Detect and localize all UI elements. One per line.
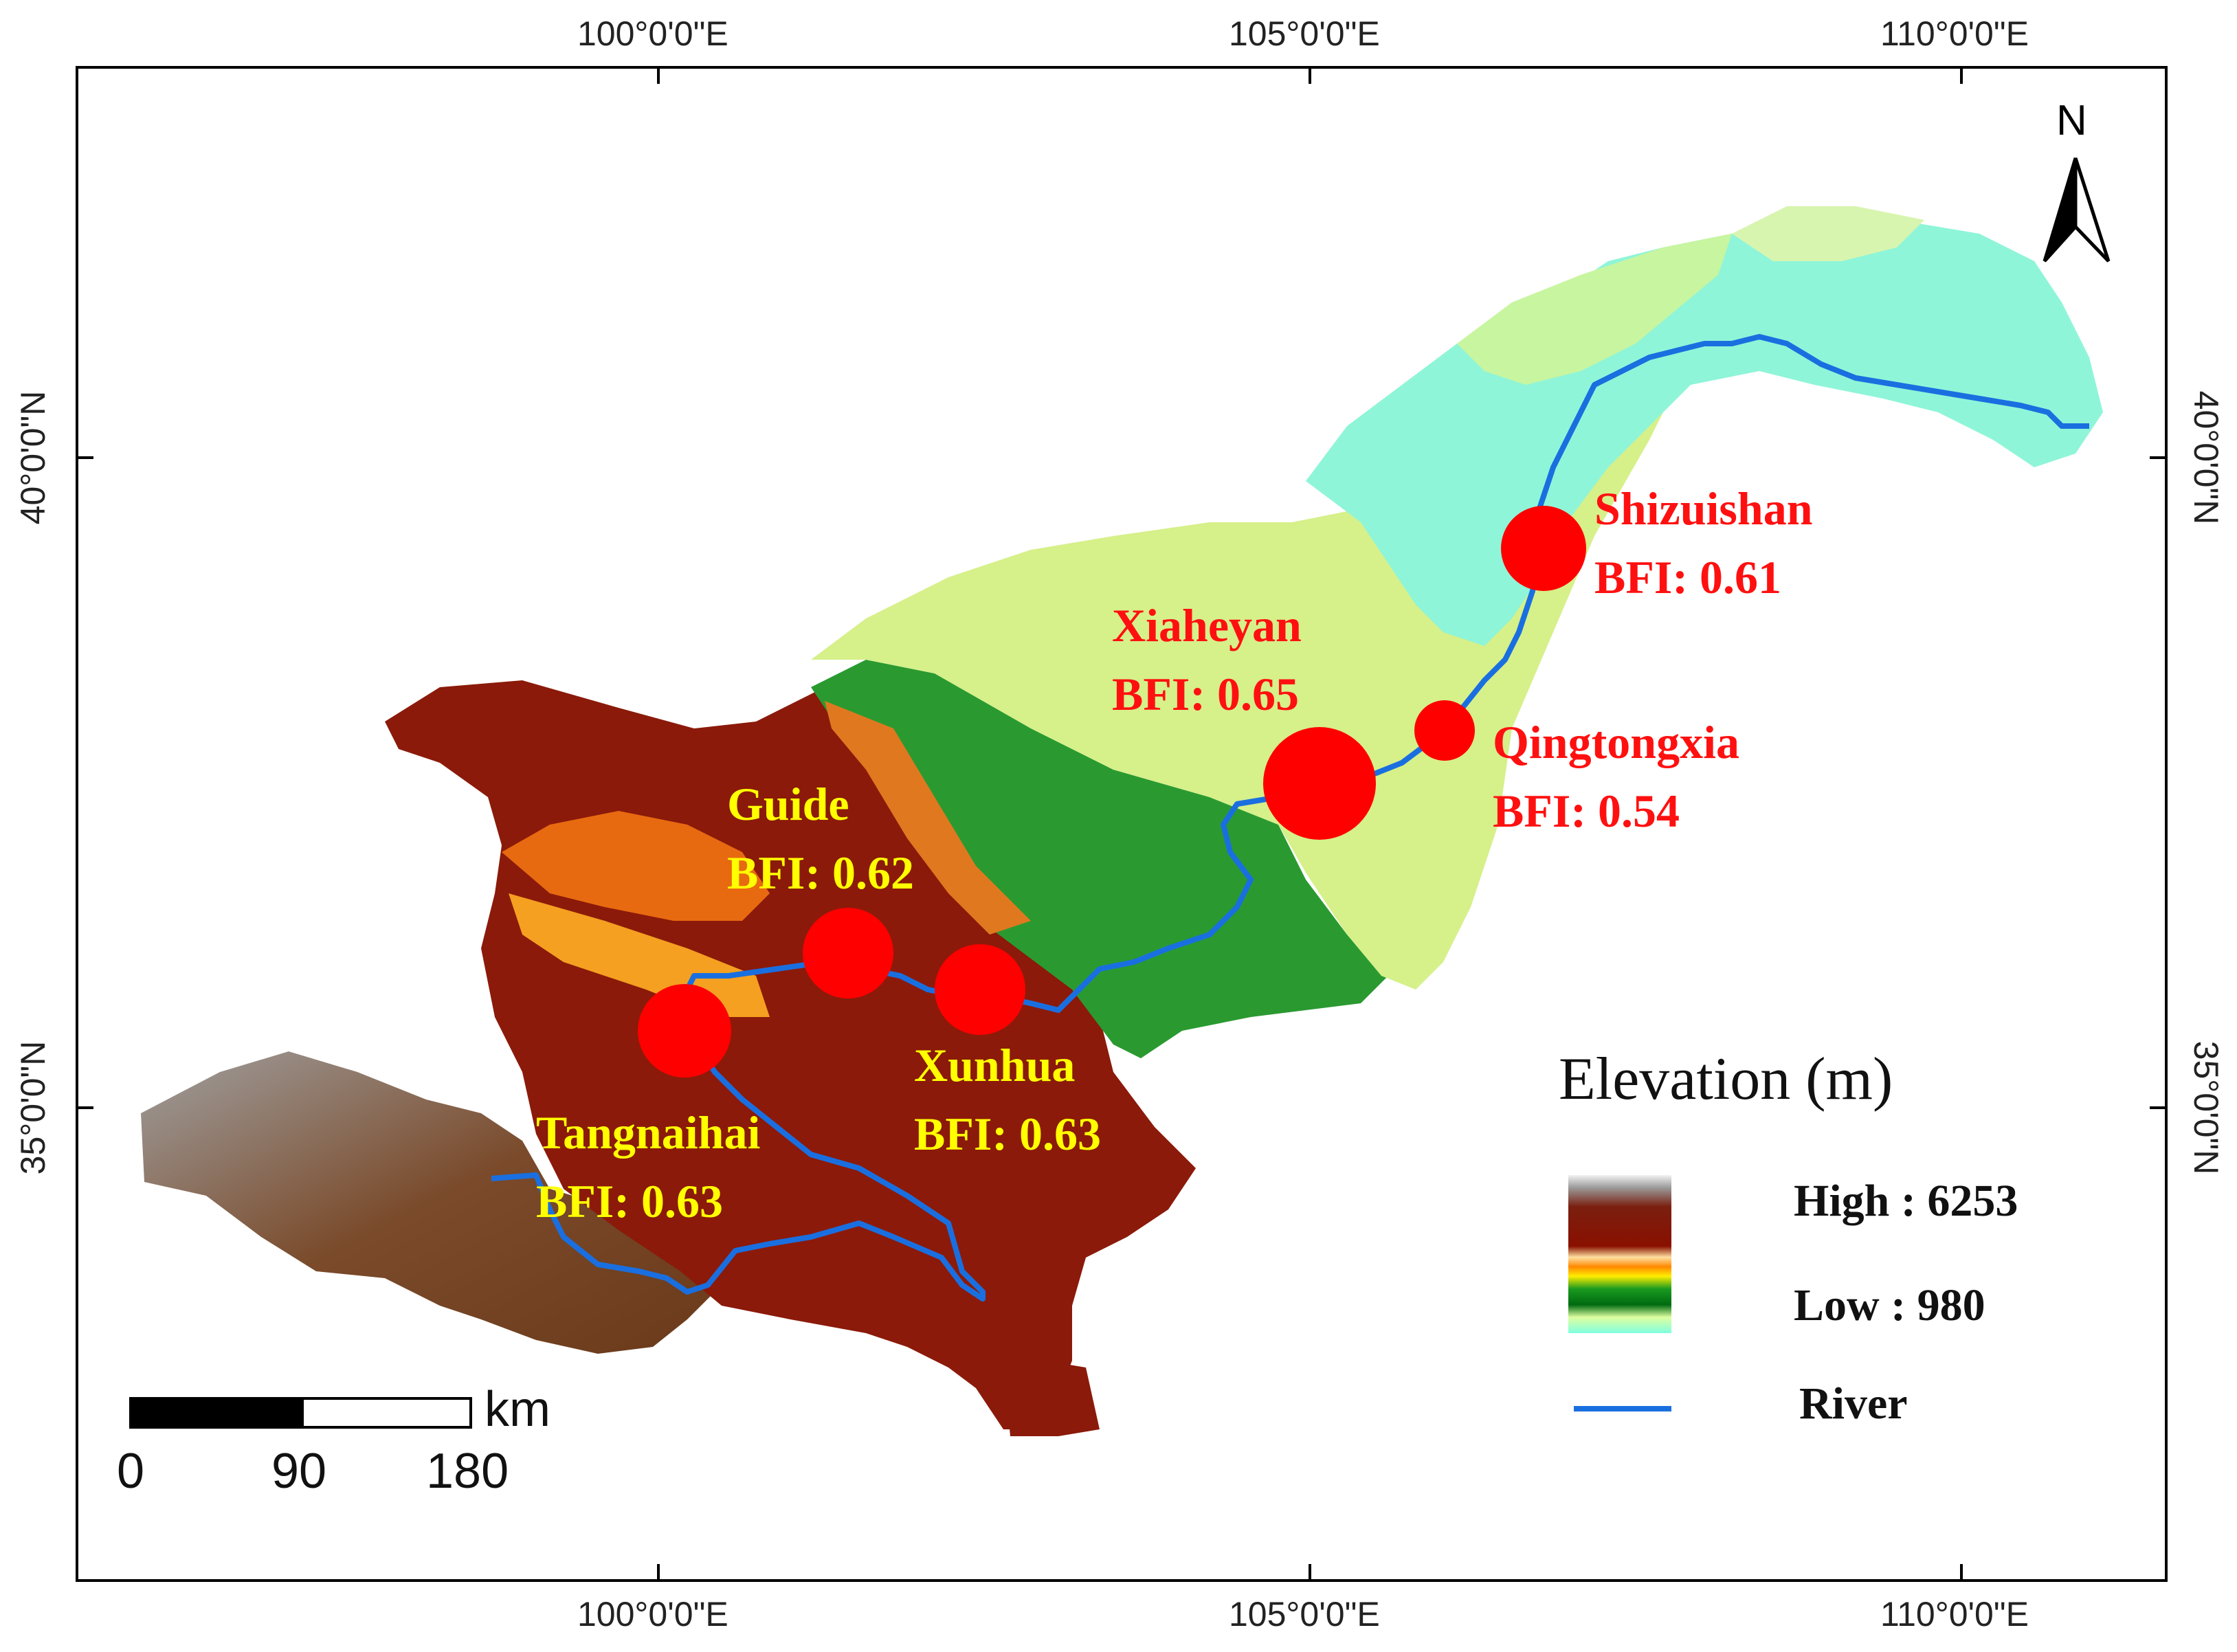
station-name: Qingtongxia [1493,716,1739,768]
top-label-100e: 100°0'0"E [577,14,728,53]
right-label-40n: 40°0'0"N [2187,390,2225,525]
legend-low-label: Low : 980 [1794,1280,1985,1330]
station-marker-xunhua [935,944,1025,1035]
station-bfi: BFI: 0.63 [914,1108,1101,1160]
top-label-110e: 110°0'0"E [1880,14,2029,53]
label-shizuishan: Shizuishan BFI: 0.61 [1594,474,1813,612]
bottom-label-100e: 100°0'0"E [577,1595,728,1633]
station-name: Guide [727,778,849,830]
station-bfi: BFI: 0.54 [1493,785,1680,837]
label-qingtongxia: Qingtongxia BFI: 0.54 [1493,708,1739,845]
scale-bar-white [301,1397,472,1429]
dem-green-middle [811,660,1388,1058]
legend-high-label: High : 6253 [1794,1176,2018,1226]
legend-title: Elevation (m) [1559,1046,1893,1113]
scale-tick-90: 90 [271,1444,327,1499]
yellow-river [491,334,2089,1302]
station-name: Xiaheyan [1112,599,1302,651]
station-marker-xiaheyan [1263,727,1376,840]
station-marker-guide [803,908,893,998]
station-name: Xunhua [914,1039,1076,1091]
right-label-35n: 35°0'0"N [2187,1040,2225,1175]
dem-ordos-north [1732,206,1924,261]
scale-bar-black [129,1397,304,1429]
dem-yellow-band [509,893,770,1017]
label-xiaheyan: Xiaheyan BFI: 0.65 [1112,591,1302,728]
label-tangnaihai: Tangnaihai BFI: 0.63 [536,1098,760,1236]
basin-dem [141,206,2103,1436]
legend-river-label: River [1799,1378,1908,1429]
station-bfi: BFI: 0.65 [1112,668,1299,720]
dem-source-region [141,1051,722,1354]
station-marker-tangnaihai [638,984,731,1078]
station-name: Shizuishan [1594,482,1813,535]
bottom-label-110e: 110°0'0"E [1880,1595,2029,1633]
scale-unit: km [485,1382,550,1437]
station-bfi: BFI: 0.61 [1594,551,1781,603]
dem-orange-plateau [502,811,770,921]
bottom-label-105e: 105°0'0"E [1229,1595,1380,1633]
left-label-35n: 35°0'0"N [14,1040,52,1175]
north-arrow-icon [2043,157,2111,263]
left-label-40n: 40°0'0"N [14,390,52,525]
station-bfi: BFI: 0.63 [536,1175,723,1227]
scale-tick-180: 180 [426,1444,509,1499]
dem-orange-middle [825,701,1031,935]
station-marker-qingtongxia [1414,700,1475,761]
label-xunhua: Xunhua BFI: 0.63 [914,1031,1101,1168]
dem-lower-stub [1003,1361,1100,1436]
station-bfi: BFI: 0.62 [727,847,914,899]
legend-elevation-ramp [1568,1175,1671,1333]
scale-tick-0: 0 [117,1444,145,1499]
north-label: N [2056,97,2087,144]
dem-ordos [1457,234,1732,385]
label-guide: Guide BFI: 0.62 [727,770,914,907]
graticule-ticks [76,66,2168,1582]
station-marker-shizuishan [1501,506,1586,591]
top-label-105e: 105°0'0"E [1229,14,1380,53]
station-name: Tangnaihai [536,1106,761,1159]
